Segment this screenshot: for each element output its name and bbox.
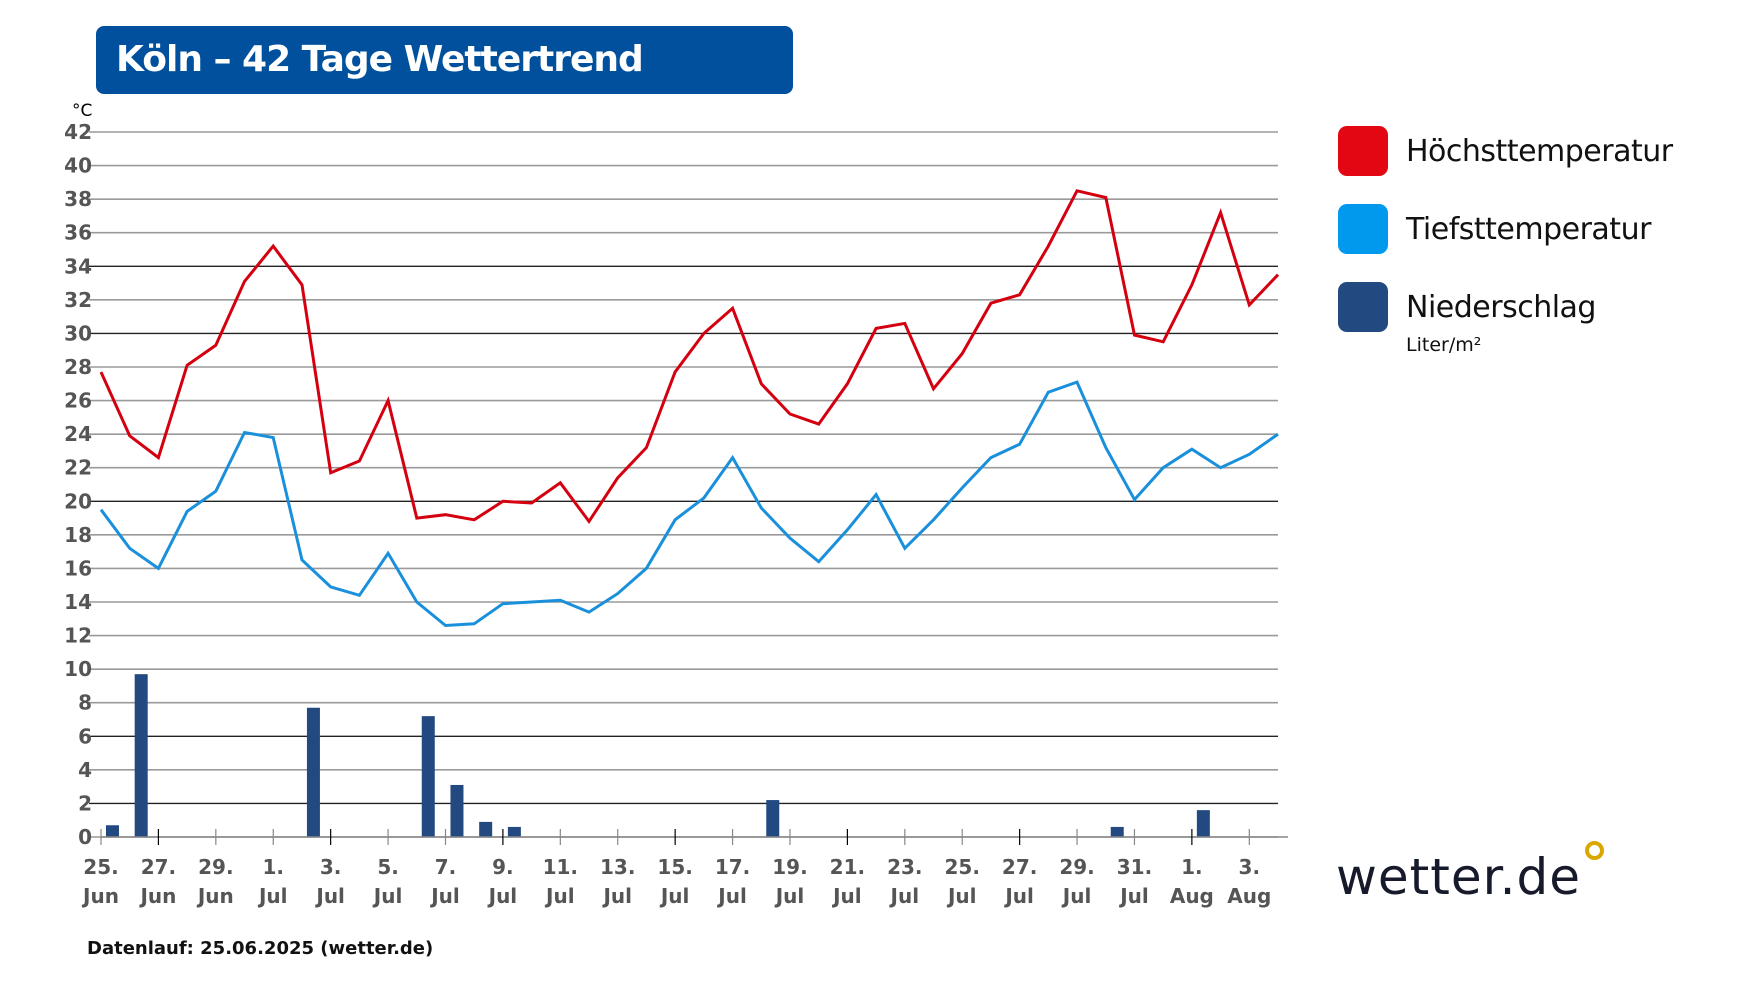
x-tick-label-month: Jul [372,884,403,908]
x-tick-label-day: 23. [887,855,922,879]
min-temp-line [99,380,1279,628]
legend-swatch-red [1338,126,1388,176]
y-axis-unit: °C [72,101,93,121]
x-tick-label-day: 15. [657,855,692,879]
precipitation-bar [1196,810,1210,837]
x-tick-label-month: Jul [1118,884,1149,908]
y-tick-label: 22 [64,456,92,480]
x-tick-label-month: Jul [257,884,288,908]
legend-label: Tiefsttemperatur [1406,211,1651,247]
x-tick-label-day: 25. [83,855,118,879]
y-tick-label: 6 [78,724,92,748]
x-tick-label-day: 9. [492,855,514,879]
x-tick-label-day: 17. [715,855,750,879]
y-tick-label: 36 [64,221,92,245]
precipitation-bar [766,800,780,837]
data-run-footer: Datenlauf: 25.06.2025 (wetter.de) [87,938,434,959]
x-tick-label-month: Jul [889,884,920,908]
precipitation-unit: Liter/m² [1406,334,1482,356]
y-tick-label: 8 [78,691,92,715]
y-tick-label: 26 [64,389,92,413]
y-tick-label: 12 [64,624,92,648]
y-tick-label: 34 [64,254,92,278]
y-tick-label: 14 [64,590,92,614]
y-tick-label: 0 [78,825,92,849]
max-temp-line [99,189,1280,525]
x-tick-label-day: 29. [1059,855,1094,879]
legend-item-min-temp: Tiefsttemperatur [1338,204,1651,254]
x-tick-label-month: Jul [1061,884,1092,908]
x-tick-label-day: 31. [1117,855,1152,879]
x-tick-label-month: Jul [659,884,690,908]
y-tick-label: 42 [64,120,92,144]
wetter-de-logo[interactable]: wetter.de [1336,848,1581,906]
x-tick-label-month: Aug [1170,884,1214,908]
x-tick-label-month: Jul [774,884,805,908]
x-tick-label-month: Jun [196,884,234,908]
y-tick-label: 16 [64,556,92,580]
x-tick-label-day: 25. [945,855,980,879]
precipitation-bar [306,707,320,837]
x-tick-label-day: 29. [198,855,233,879]
y-tick-label: 40 [64,154,92,178]
x-tick-label-day: 27. [141,855,176,879]
y-tick-label: 4 [78,758,92,782]
precipitation-bar [421,716,435,837]
precipitation-bar [105,825,119,837]
x-tick-label-day: 19. [772,855,807,879]
weather-chart: 024681012141618202224262830323436384042 … [64,120,1288,908]
y-tick-label: 18 [64,523,92,547]
y-tick-label: 28 [64,355,92,379]
y-tick-label: 30 [64,321,92,345]
x-tick-label-day: 27. [1002,855,1037,879]
logo-sun-icon [1585,841,1604,860]
x-tick-label-month: Jul [1003,884,1034,908]
y-tick-label: 10 [64,657,92,681]
precipitation-bar [1110,826,1124,837]
legend-swatch-navy [1338,282,1388,332]
precipitation-bar [479,821,493,837]
x-tick-label-month: Jul [429,884,460,908]
x-tick-label-day: 5. [377,855,399,879]
x-tick-label-month: Jul [544,884,575,908]
x-tick-label-day: 1. [1181,855,1203,879]
x-tick-label-day: 3. [320,855,342,879]
x-tick-label-month: Jul [831,884,862,908]
y-tick-label: 20 [64,489,92,513]
x-tick-label-month: Jul [487,884,518,908]
legend-swatch-blue [1338,204,1388,254]
legend-item-max-temp: Höchsttemperatur [1338,126,1673,176]
x-tick-label-month: Jun [81,884,119,908]
y-tick-label: 24 [64,422,92,446]
legend-label: Niederschlag [1406,289,1596,325]
x-tick-label-day: 13. [600,855,635,879]
x-tick-label-day: 3. [1239,855,1261,879]
x-tick-label-month: Jul [716,884,747,908]
x-tick-label-day: 7. [435,855,457,879]
precipitation-bar [450,784,464,837]
x-tick-label-month: Jul [946,884,977,908]
precipitation-bar [507,826,521,837]
y-tick-label: 32 [64,288,92,312]
legend-item-precipitation: Niederschlag [1338,282,1596,332]
x-tick-label-month: Jul [601,884,632,908]
x-tick-label-month: Aug [1227,884,1271,908]
y-tick-label: 2 [78,791,92,815]
precipitation-bar [134,674,148,837]
x-tick-label-day: 21. [830,855,865,879]
legend-label: Höchsttemperatur [1406,133,1673,169]
chart-title: Köln – 42 Tage Wettertrend [96,26,793,94]
x-tick-label-day: 11. [543,855,578,879]
x-tick-label-day: 1. [262,855,284,879]
y-tick-label: 38 [64,187,92,211]
x-tick-label-month: Jul [314,884,345,908]
x-tick-label-month: Jun [138,884,176,908]
